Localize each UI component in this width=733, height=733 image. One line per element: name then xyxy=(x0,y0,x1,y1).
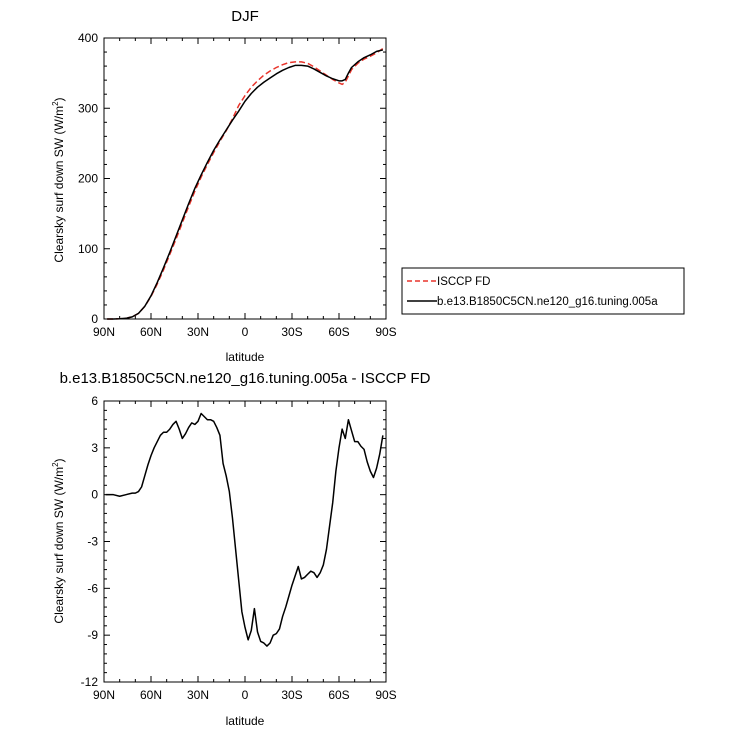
bottom-y-axis-label: Clearsky surf down SW (W/m2) xyxy=(51,458,66,623)
bottom-x-tick-label: 90N xyxy=(93,688,115,702)
top-series-line-0 xyxy=(107,47,384,320)
top-x-tick-label: 30N xyxy=(187,325,209,339)
bottom-y-tick-label: 3 xyxy=(91,441,98,455)
bottom-y-tick-label: -3 xyxy=(87,535,98,549)
bottom-x-tick-label: 0 xyxy=(242,688,249,702)
bottom-x-tick-label: 30S xyxy=(281,688,302,702)
bottom-y-tick-label: 6 xyxy=(91,394,98,408)
top-panel: DJF 90N 60N 30N 0 30S 60S 90S 0 100 200 300 400 lat… xyxy=(51,8,685,364)
bottom-x-tick-label: 60S xyxy=(328,688,349,702)
top-plot-area: 90N 60N 30N 0 30S 60S 90S 0 100 200 300 400 xyxy=(78,31,397,339)
top-y-axis-label-main: Clearsky surf down SW (W/m xyxy=(52,106,66,263)
top-y-tick-label: 100 xyxy=(78,242,98,256)
bottom-x-tick-label: 60N xyxy=(140,688,162,702)
top-y-tick-label: 400 xyxy=(78,31,98,45)
bottom-y-tick-label: -12 xyxy=(81,675,99,689)
bottom-series-line-0 xyxy=(105,412,384,647)
bottom-x-tick-label: 30N xyxy=(187,688,209,702)
bottom-plot-area: 90N 60N 30N 0 30S 60S 90S -12 -9 -6 -3 0 3 6 xyxy=(81,394,397,702)
top-y-tick-label: 300 xyxy=(78,101,98,115)
legend: ISCCP FD b.e13.B1850C5CN.ne120_g16.tunin… xyxy=(401,267,685,315)
bottom-y-axis-label-main: Clearsky surf down SW (W/m xyxy=(52,467,66,624)
bottom-panel: b.e13.B1850C5CN.ne120_g16.tuning.005a - … xyxy=(51,370,431,728)
top-panel-title: DJF xyxy=(231,8,259,25)
bottom-plot-frame xyxy=(103,400,387,683)
bottom-x-tick-label: 90S xyxy=(375,688,396,702)
top-x-tick-label: 90N xyxy=(93,325,115,339)
bottom-y-axis-label-close: ) xyxy=(52,458,66,462)
bottom-x-axis-label: latitude xyxy=(226,714,265,728)
top-series-line-1 xyxy=(107,49,384,320)
top-y-axis-label-close: ) xyxy=(52,97,66,101)
top-x-tick-label: 30S xyxy=(281,325,302,339)
bottom-panel-title: b.e13.B1850C5CN.ne120_g16.tuning.005a - … xyxy=(60,370,431,387)
bottom-y-tick-label: -9 xyxy=(87,628,98,642)
bottom-y-tick-label: -6 xyxy=(87,581,98,595)
top-y-tick-label: 200 xyxy=(78,172,98,186)
legend-label-model: b.e13.B1850C5CN.ne120_g16.tuning.005a xyxy=(437,296,658,308)
legend-box xyxy=(401,267,685,315)
top-x-axis-label: latitude xyxy=(226,350,265,364)
top-x-tick-label: 60S xyxy=(328,325,349,339)
top-y-axis-label: Clearsky surf down SW (W/m2) xyxy=(51,97,66,262)
top-x-tick-label: 90S xyxy=(375,325,396,339)
bottom-y-axis-label-superscript: 2 xyxy=(51,462,60,467)
top-x-tick-label: 60N xyxy=(140,325,162,339)
top-y-axis-label-superscript: 2 xyxy=(51,101,60,106)
legend-label-isccp: ISCCP FD xyxy=(437,276,490,288)
top-x-tick-label: 0 xyxy=(242,325,249,339)
bottom-y-tick-label: 0 xyxy=(91,488,98,502)
top-y-tick-label: 0 xyxy=(91,312,98,326)
